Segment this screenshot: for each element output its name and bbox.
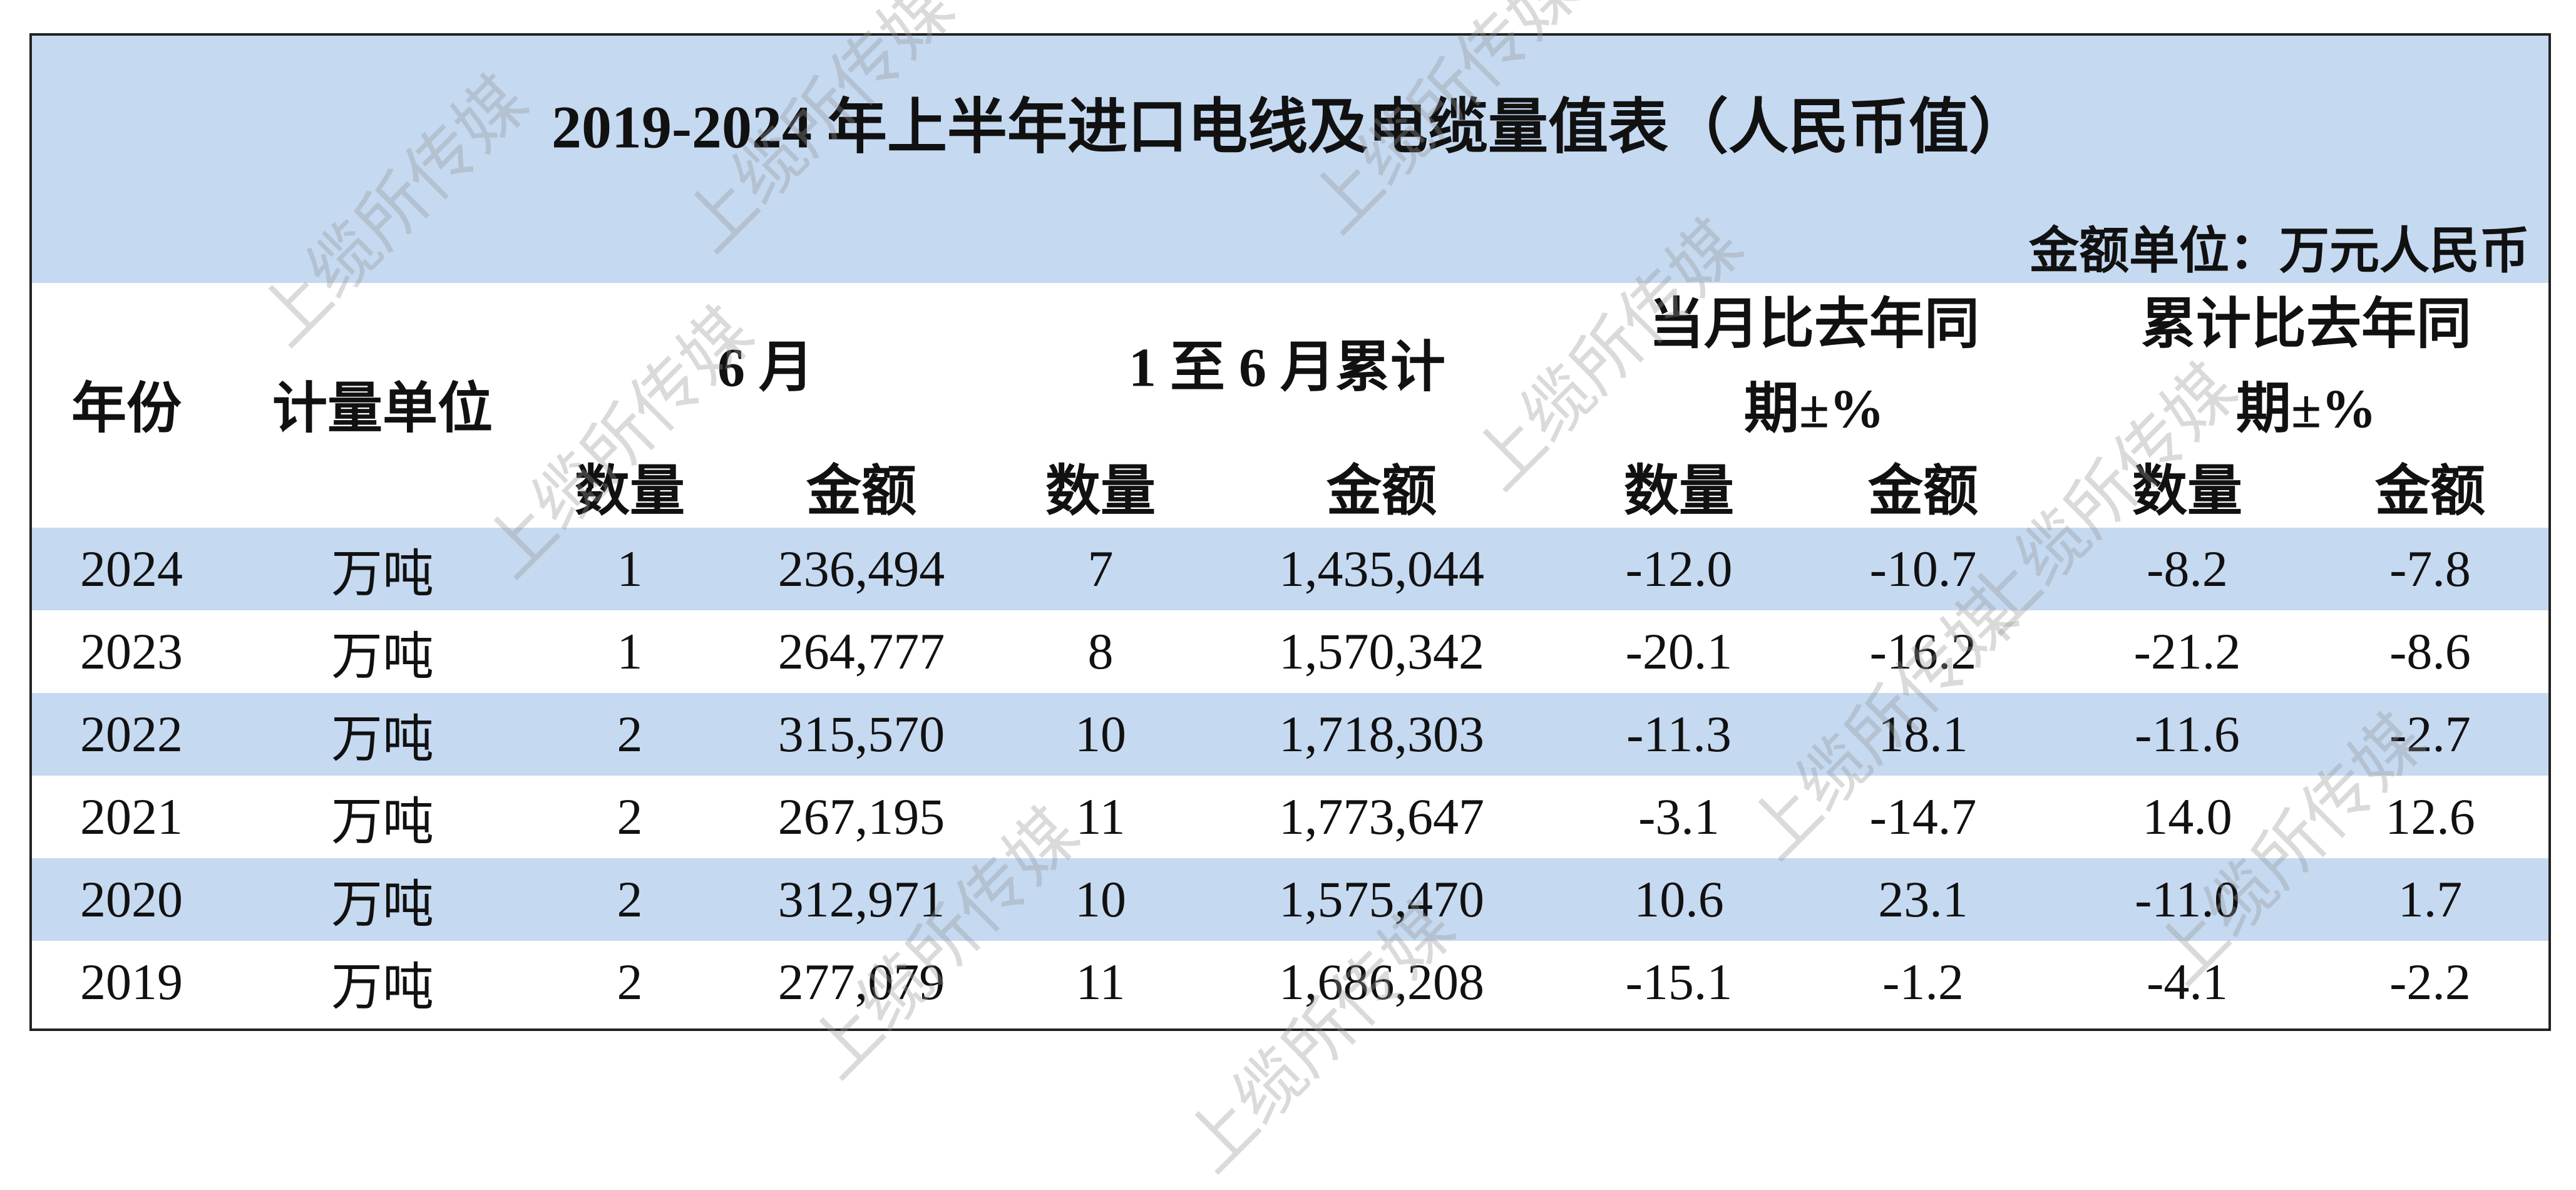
cell: 10.6 xyxy=(1634,871,1724,928)
title: 2019-2024 年上半年进口电线及电缆量值表（人民币值） xyxy=(552,93,2029,161)
cell: 267,195 xyxy=(777,788,945,845)
title-band xyxy=(32,36,2548,283)
cell: -4.1 xyxy=(2147,953,2228,1010)
cell: 2021 xyxy=(80,788,183,845)
cell: 1,435,044 xyxy=(1279,540,1484,597)
cell: -12.0 xyxy=(1625,540,1733,597)
cell: 14.0 xyxy=(2142,788,2232,845)
sub-header: 金额 xyxy=(806,461,917,523)
cell: 11 xyxy=(1075,788,1126,845)
cell: 万吨 xyxy=(331,793,434,851)
cell: -2.2 xyxy=(2389,953,2471,1010)
cell: -2.7 xyxy=(2389,705,2471,762)
unit-note: 金额单位：万元人民币 xyxy=(2029,224,2530,279)
cell: 10 xyxy=(1075,871,1126,928)
group-header: 累计比去年同 xyxy=(2140,294,2472,356)
group-header: 1 至 6 月累计 xyxy=(1128,337,1446,399)
cell: -8.6 xyxy=(2389,623,2471,680)
cell: 277,079 xyxy=(777,953,945,1010)
group-header: 当月比去年同 xyxy=(1648,294,1980,356)
cell: 万吨 xyxy=(331,628,434,685)
unit-header: 计量单位 xyxy=(272,379,493,440)
cell: -8.2 xyxy=(2147,540,2228,597)
group-header: 期±% xyxy=(1743,379,1885,440)
cell: 2023 xyxy=(80,623,183,680)
cell: 264,777 xyxy=(777,623,945,680)
cell: 万吨 xyxy=(331,710,434,768)
cell: 18.1 xyxy=(1878,705,1968,762)
cell: 7 xyxy=(1087,540,1114,597)
cell: 10 xyxy=(1075,705,1126,762)
cell: -21.2 xyxy=(2133,623,2241,680)
sub-header: 数量 xyxy=(2132,461,2243,523)
cell: 312,971 xyxy=(777,871,945,928)
cell: 1 xyxy=(617,623,643,680)
year-header: 年份 xyxy=(71,379,182,440)
cell: 2 xyxy=(617,705,643,762)
cell: 12.6 xyxy=(2385,788,2475,845)
cell: -7.8 xyxy=(2389,540,2471,597)
cell: -11.3 xyxy=(1626,705,1732,762)
cell: 8 xyxy=(1087,623,1114,680)
cell: -11.0 xyxy=(2135,871,2240,928)
cell: 2024 xyxy=(80,540,183,597)
cell: -3.1 xyxy=(1638,788,1720,845)
cell: -16.2 xyxy=(1869,623,1977,680)
row-band xyxy=(32,528,2548,610)
cell: 2022 xyxy=(80,705,183,762)
cell: 万吨 xyxy=(331,958,434,1016)
cell: -10.7 xyxy=(1869,540,1977,597)
cell: -20.1 xyxy=(1625,623,1733,680)
sub-header: 数量 xyxy=(1045,461,1156,523)
cell: 2020 xyxy=(80,871,183,928)
row-band xyxy=(32,693,2548,776)
cell: 315,570 xyxy=(777,705,945,762)
cell: 2 xyxy=(617,871,643,928)
table-frame: 2019-2024 年上半年进口电线及电缆量值表（人民币值） 金额单位：万元人民… xyxy=(29,33,2551,1031)
cell: -1.2 xyxy=(1882,953,1964,1010)
cell: 2019 xyxy=(80,953,183,1010)
cell: 236,494 xyxy=(777,540,945,597)
cell: 1.7 xyxy=(2398,871,2463,928)
cell: 23.1 xyxy=(1878,871,1968,928)
cell: 1,575,470 xyxy=(1279,871,1484,928)
cell: 1,570,342 xyxy=(1279,623,1484,680)
cell: 11 xyxy=(1075,953,1126,1010)
sub-header: 数量 xyxy=(1623,461,1735,523)
cell: 万吨 xyxy=(331,876,434,933)
sub-header: 金额 xyxy=(1326,461,1437,523)
cell: 1,773,647 xyxy=(1279,788,1484,845)
sub-header: 金额 xyxy=(1867,461,1979,523)
cell: -15.1 xyxy=(1625,953,1733,1010)
cell: 1,686,208 xyxy=(1279,953,1484,1010)
group-header: 6 月 xyxy=(717,337,814,399)
cell: -14.7 xyxy=(1869,788,1977,845)
sub-header: 金额 xyxy=(2374,461,2486,523)
cell: 2 xyxy=(617,953,643,1010)
cell: 2 xyxy=(617,788,643,845)
page: 2019-2024 年上半年进口电线及电缆量值表（人民币值） 金额单位：万元人民… xyxy=(29,0,2551,1187)
cell: -11.6 xyxy=(2135,705,2240,762)
sub-header: 数量 xyxy=(574,461,685,523)
cell: 1,718,303 xyxy=(1279,705,1484,762)
group-header: 期±% xyxy=(2235,379,2377,440)
cell: 万吨 xyxy=(331,545,434,603)
row-band xyxy=(32,858,2548,941)
cell: 1 xyxy=(617,540,643,597)
